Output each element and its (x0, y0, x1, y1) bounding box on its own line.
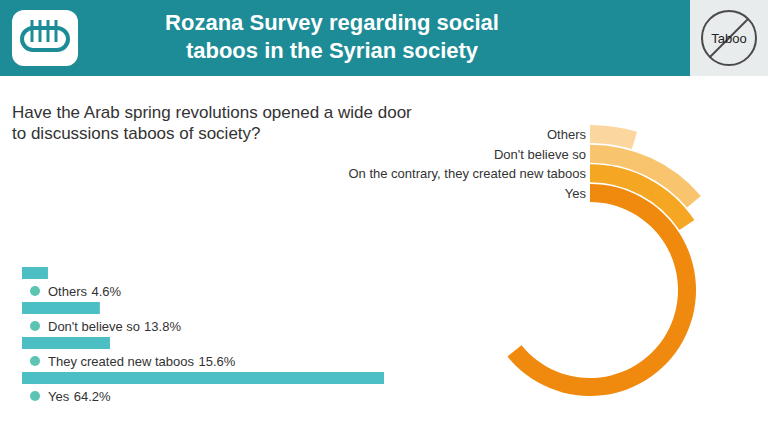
badge-text: Taboo (711, 31, 746, 46)
badge-ground (690, 0, 768, 76)
bars (22, 267, 384, 384)
bar (22, 337, 110, 349)
label-ground (545, 127, 588, 142)
header-band (0, 0, 768, 76)
data-label: 64.2% (74, 389, 111, 404)
label-dot (30, 391, 40, 401)
logo-mark (47, 20, 50, 42)
data-label: 13.8% (144, 319, 181, 334)
label-ground (346, 166, 587, 181)
radial-bar (507, 184, 696, 396)
badge-slash (710, 19, 748, 57)
category-label: Others (48, 284, 88, 299)
logo-mark (31, 20, 34, 42)
bar (22, 267, 48, 279)
label-ground (492, 147, 587, 162)
label-dot (30, 321, 40, 331)
logo-box (12, 10, 78, 66)
chart-title: Have the Arab spring revolutions opened … (12, 103, 412, 143)
logo-mark (39, 20, 42, 42)
label-ground (563, 186, 588, 201)
radial-label: On the contrary, they created new taboos (348, 166, 586, 181)
category-label: They created new taboos (48, 354, 194, 369)
bar-labels: Others 4.6% Don't believe so 13.8% They crea… (30, 284, 236, 404)
logo (12, 10, 78, 66)
logo-mark (22, 28, 68, 50)
header-title: Rozana Survey regarding socialtaboos in … (165, 10, 499, 63)
bar (22, 372, 384, 384)
bar (22, 302, 100, 314)
category-label: Don't believe so (48, 319, 140, 334)
data-label: 15.6% (198, 354, 235, 369)
radial-label: Don't believe so (494, 147, 586, 162)
radial-label: Yes (565, 186, 587, 201)
category-label: Yes (48, 389, 70, 404)
data-label: 4.6% (92, 284, 122, 299)
radial-labels: Others Don't believe so On the contrary, t… (346, 127, 587, 201)
badge: Taboo (702, 11, 756, 65)
badge-circle (702, 11, 756, 65)
radial-label: Others (547, 127, 587, 142)
label-dot (30, 286, 40, 296)
logo-mark (55, 20, 58, 42)
label-dot (30, 356, 40, 366)
canvas: Rozana Survey regarding socialtaboos in … (0, 0, 768, 432)
